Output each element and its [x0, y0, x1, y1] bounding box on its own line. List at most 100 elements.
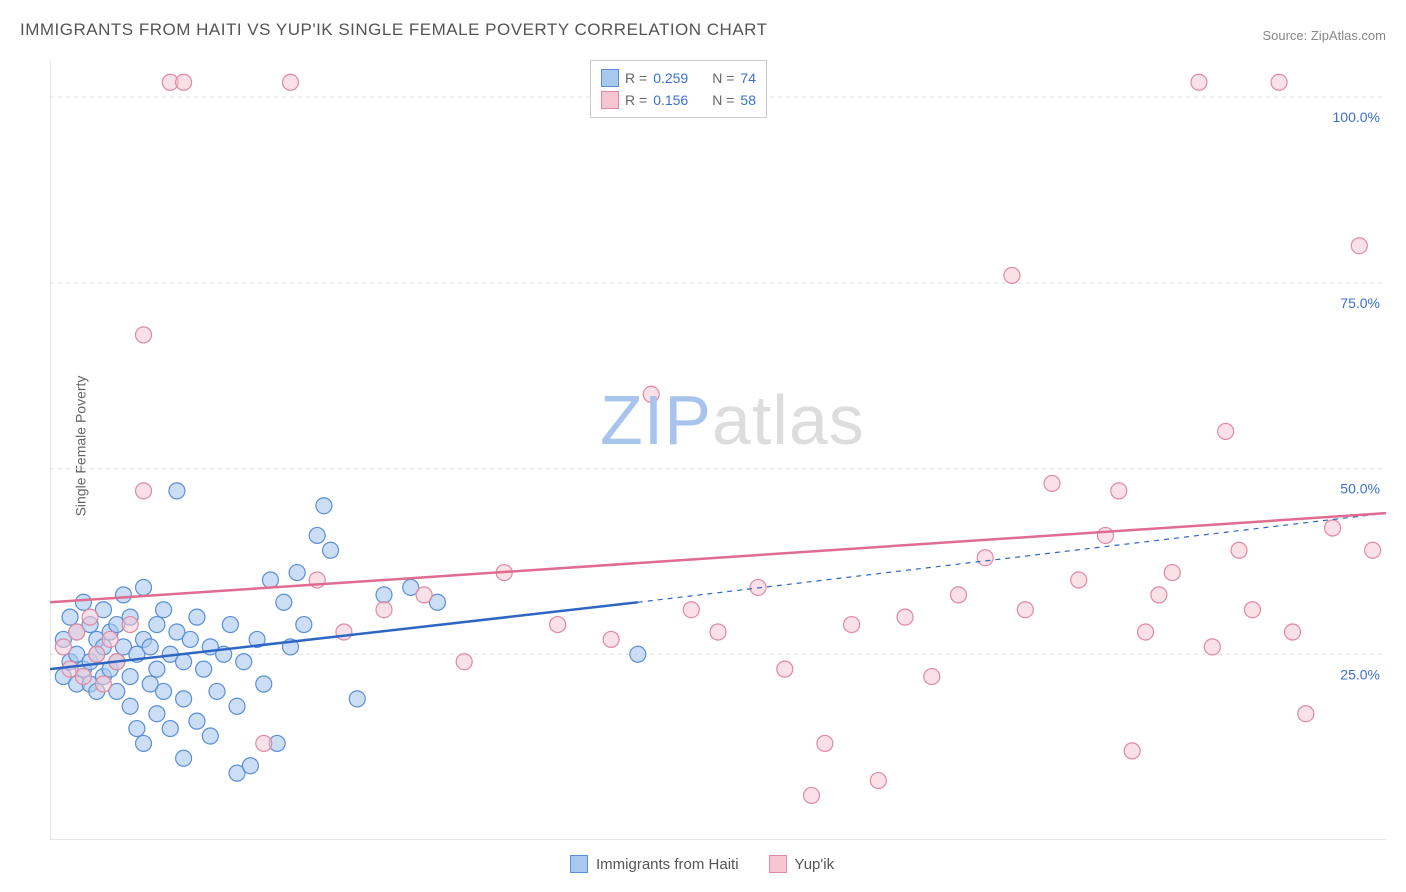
data-point — [102, 631, 118, 647]
data-point — [1151, 587, 1167, 603]
data-point — [82, 609, 98, 625]
data-point — [1365, 542, 1381, 558]
y-tick-label: 75.0% — [1340, 295, 1380, 311]
source-label: Source: — [1262, 28, 1310, 43]
n-label: N = — [712, 92, 734, 108]
r-label: R = — [625, 70, 647, 86]
data-point — [176, 750, 192, 766]
data-point — [1325, 520, 1341, 536]
data-point — [1284, 624, 1300, 640]
data-point — [683, 602, 699, 618]
trend-line — [50, 513, 1386, 602]
data-point — [1231, 542, 1247, 558]
series-legend: Immigrants from Haiti Yup'ik — [570, 855, 834, 873]
n-value: 74 — [740, 70, 756, 86]
data-point — [136, 579, 152, 595]
r-value: 0.259 — [653, 70, 688, 86]
data-point — [1164, 565, 1180, 581]
data-point — [710, 624, 726, 640]
data-point — [122, 669, 138, 685]
data-point — [296, 617, 312, 633]
data-point — [182, 631, 198, 647]
data-point — [1071, 572, 1087, 588]
data-point — [202, 728, 218, 744]
data-point — [256, 735, 272, 751]
data-point — [897, 609, 913, 625]
data-point — [149, 661, 165, 677]
y-tick-label: 25.0% — [1340, 666, 1380, 682]
data-point — [309, 527, 325, 543]
data-point — [69, 624, 85, 640]
y-tick-label: 50.0% — [1340, 481, 1380, 497]
data-point — [169, 483, 185, 499]
data-point — [643, 386, 659, 402]
legend-label: Immigrants from Haiti — [596, 856, 739, 873]
data-point — [1244, 602, 1260, 618]
data-point — [844, 617, 860, 633]
data-point — [209, 683, 225, 699]
legend-stat-row: R = 0.156 N = 58 — [601, 89, 756, 111]
y-tick-label: 100.0% — [1333, 109, 1380, 125]
data-point — [256, 676, 272, 692]
source-attribution: Source: ZipAtlas.com — [1262, 28, 1386, 43]
data-point — [176, 691, 192, 707]
data-point — [376, 602, 392, 618]
data-point — [176, 74, 192, 90]
data-point — [550, 617, 566, 633]
scatter-plot: 25.0%50.0%75.0%100.0%0.0%100.0% — [50, 60, 1386, 840]
data-point — [276, 594, 292, 610]
data-point — [282, 74, 298, 90]
legend-label: Yup'ik — [795, 856, 835, 873]
n-value: 58 — [740, 92, 756, 108]
data-point — [136, 483, 152, 499]
data-point — [1218, 423, 1234, 439]
data-point — [1124, 743, 1140, 759]
legend-item: Immigrants from Haiti — [570, 855, 739, 873]
data-point — [149, 617, 165, 633]
data-point — [1111, 483, 1127, 499]
data-point — [1138, 624, 1154, 640]
data-point — [349, 691, 365, 707]
data-point — [817, 735, 833, 751]
data-point — [189, 609, 205, 625]
data-point — [156, 683, 172, 699]
data-point — [162, 721, 178, 737]
data-point — [630, 646, 646, 662]
data-point — [122, 617, 138, 633]
chart-title: IMMIGRANTS FROM HAITI VS YUP'IK SINGLE F… — [20, 20, 768, 40]
data-point — [1004, 267, 1020, 283]
legend-item: Yup'ik — [769, 855, 835, 873]
source-name: ZipAtlas.com — [1311, 28, 1386, 43]
data-point — [55, 639, 71, 655]
data-point — [242, 758, 258, 774]
data-point — [924, 669, 940, 685]
correlation-legend: R = 0.259 N = 74 R = 0.156 N = 58 — [590, 60, 767, 118]
data-point — [196, 661, 212, 677]
r-value: 0.156 — [653, 92, 688, 108]
data-point — [142, 639, 158, 655]
data-point — [89, 646, 105, 662]
data-point — [316, 498, 332, 514]
legend-swatch — [570, 855, 588, 873]
data-point — [122, 698, 138, 714]
data-point — [176, 654, 192, 670]
data-point — [222, 617, 238, 633]
data-point — [229, 698, 245, 714]
legend-stat-row: R = 0.259 N = 74 — [601, 67, 756, 89]
data-point — [62, 609, 78, 625]
chart-container: IMMIGRANTS FROM HAITI VS YUP'IK SINGLE F… — [0, 0, 1406, 892]
data-point — [136, 735, 152, 751]
data-point — [75, 669, 91, 685]
data-point — [115, 587, 131, 603]
data-point — [376, 587, 392, 603]
trend-line-extrapolated — [638, 513, 1386, 602]
data-point — [189, 713, 205, 729]
data-point — [1191, 74, 1207, 90]
data-point — [950, 587, 966, 603]
n-label: N = — [712, 70, 734, 86]
data-point — [416, 587, 432, 603]
data-point — [977, 550, 993, 566]
data-point — [136, 327, 152, 343]
r-label: R = — [625, 92, 647, 108]
data-point — [149, 706, 165, 722]
